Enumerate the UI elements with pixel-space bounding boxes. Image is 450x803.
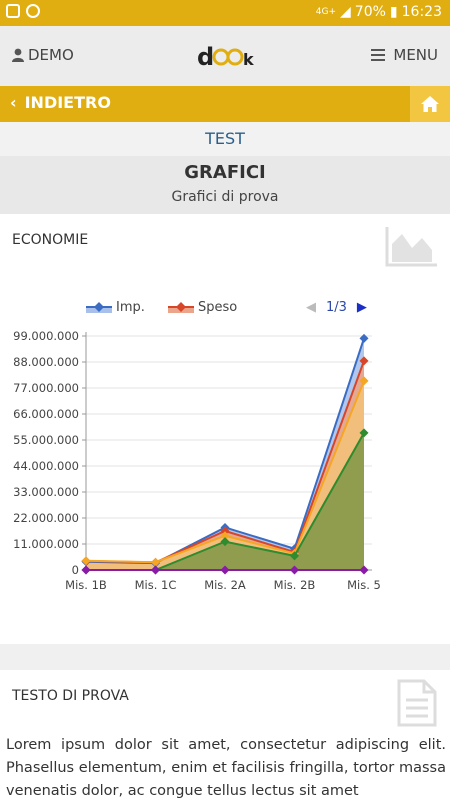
data-point [220, 537, 230, 547]
notification-icon [6, 4, 20, 18]
user-label: DEMO [28, 46, 74, 64]
legend-item-speso[interactable]: Speso [168, 300, 237, 315]
section-label: TEST [205, 129, 245, 148]
document-icon [397, 679, 437, 727]
text-card: TESTO DI PROVA Lorem ipsum dolor sit ame… [0, 670, 450, 800]
text-card-title: TESTO DI PROVA [12, 688, 129, 704]
data-point [81, 556, 91, 566]
y-tick-label: 0 [72, 563, 79, 577]
page-title: GRAFICI [184, 162, 266, 183]
data-point [359, 333, 369, 343]
data-point [290, 565, 299, 575]
legend-next-button[interactable]: ▶ [356, 300, 367, 315]
signal-icon: ◢ [340, 4, 351, 20]
x-tick-label: Mis. 5 [347, 578, 381, 592]
menu-label: MENU [393, 46, 438, 64]
hamburger-icon [371, 49, 386, 61]
dook-logo: d k [197, 43, 254, 71]
y-tick-label: 33.000.000 [13, 485, 79, 499]
battery-icon: ▮ [389, 4, 398, 20]
data-point [220, 531, 230, 541]
y-tick-label: 88.000.000 [13, 355, 79, 369]
home-icon [421, 96, 439, 112]
text-card-body: Lorem ipsum dolor sit amet, consectetur … [6, 737, 446, 799]
section-label-bar: TEST [0, 122, 450, 156]
y-tick-label: 66.000.000 [13, 407, 79, 421]
data-point [151, 557, 160, 567]
legend-swatch-imp [86, 301, 112, 313]
y-tick-label: 55.000.000 [13, 433, 79, 447]
data-point [359, 428, 369, 438]
legend-label-imp: Imp. [116, 300, 145, 315]
back-button[interactable]: ‹ INDIETRO [10, 93, 111, 112]
data-point [359, 376, 369, 386]
back-label: INDIETRO [24, 93, 111, 112]
y-tick-label: 99.000.000 [13, 329, 79, 343]
time-label: 16:23 [401, 4, 442, 20]
y-tick-label: 22.000.000 [13, 511, 79, 525]
chart-legend: Imp. Speso ◀ 1/3 ▶ [0, 300, 450, 316]
x-tick-label: Mis. 2B [274, 578, 316, 592]
data-point [359, 356, 369, 366]
legend-swatch-speso [168, 301, 194, 313]
svg-text:d: d [197, 43, 214, 71]
x-tick-label: Mis. 2A [204, 578, 246, 592]
y-tick-label: 44.000.000 [13, 459, 79, 473]
menu-button[interactable]: MENU [371, 46, 438, 64]
data-point [290, 551, 299, 561]
chart-card-title: ECONOMIE [12, 232, 89, 248]
y-tick-label: 11.000.000 [13, 537, 79, 551]
network-label: 4G+ [315, 7, 337, 17]
user-button[interactable]: DEMO [12, 46, 74, 64]
back-bar: ‹ INDIETRO [0, 86, 450, 122]
chevron-left-icon: ‹ [10, 93, 17, 112]
data-point [359, 565, 369, 575]
user-icon [12, 48, 24, 62]
legend-page-label: 1/3 [326, 300, 347, 315]
legend-item-imp[interactable]: Imp. [86, 300, 145, 315]
battery-label: 70% [354, 4, 386, 20]
data-point [81, 565, 91, 575]
data-point [220, 526, 230, 536]
page-subtitle: Grafici di prova [171, 189, 279, 205]
economy-chart: 0 11.000.000 22.000.000 33.000.000 44.000.00… [13, 329, 381, 592]
top-bar: DEMO d k MENU [0, 26, 450, 86]
home-button[interactable] [410, 86, 450, 122]
svg-text:k: k [243, 50, 254, 69]
data-point [220, 565, 230, 575]
legend-pager: ◀ 1/3 ▶ [306, 300, 367, 315]
section-separator [0, 644, 450, 670]
x-tick-label: Mis. 1C [135, 578, 177, 592]
status-bar: 4G+ ◢ 70% ▮ 16:23 [0, 0, 450, 26]
data-point [151, 565, 160, 575]
x-tick-label: Mis. 1B [65, 578, 107, 592]
page-header: GRAFICI Grafici di prova [0, 156, 450, 214]
legend-label-speso: Speso [198, 300, 238, 315]
y-tick-label: 77.000.000 [13, 381, 79, 395]
blocked-icon [26, 4, 40, 18]
area-chart-icon [385, 227, 437, 267]
legend-prev-button[interactable]: ◀ [306, 300, 316, 315]
